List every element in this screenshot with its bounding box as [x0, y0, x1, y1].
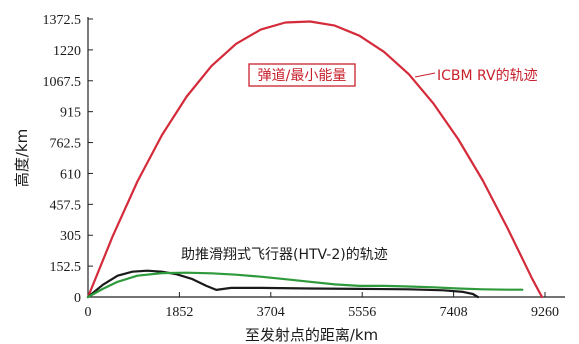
y-tick-label: 0: [74, 291, 81, 306]
annotation-htv2: 助推滑翔式飞行器(HTV-2)的轨迹: [181, 246, 388, 263]
x-tick-label: 7408: [440, 305, 468, 320]
y-tick-label: 457.5: [50, 198, 82, 213]
x-tick-label: 0: [85, 305, 92, 320]
series-line-1: [86, 269, 479, 299]
y-axis-label: 高度/km: [13, 129, 31, 187]
labels-layer: 高度/km 至发射点的距离/km 弹道/最小能量 ICBM RV的轨迹 助推滑翔…: [13, 63, 538, 344]
y-tick-label: 1067.5: [43, 75, 82, 90]
x-tick-label: 9260: [531, 305, 559, 320]
y-tick-label: 305: [60, 229, 81, 244]
x-tick-label: 5556: [348, 305, 376, 320]
annotation-box-ballistic: [248, 63, 356, 87]
annotation-icbm-leader-line: [414, 72, 436, 78]
series-line-0: [86, 20, 544, 299]
annotation-icbm-rv: ICBM RV的轨迹: [437, 68, 538, 84]
x-tick-label: 3704: [257, 305, 285, 320]
y-tick-label: 1372.5: [43, 13, 82, 28]
annotation-ballistic-min-energy: 弹道/最小能量: [258, 68, 347, 84]
axes-layer: 0 152.5 305 457.5 610 762.5 915 1067.5 1220 1372.…: [43, 13, 565, 320]
y-tick-label: 915: [60, 106, 81, 121]
y-tick-label: 1220: [53, 44, 81, 59]
y-tick-label: 610: [60, 167, 81, 182]
x-axis-label: 至发射点的距离/km: [245, 326, 378, 344]
series-line-2: [86, 271, 524, 299]
y-tick-label: 152.5: [50, 260, 82, 275]
y-tick-label: 762.5: [50, 137, 82, 152]
x-tick-label: 1852: [165, 305, 193, 320]
series-layer: [86, 20, 544, 299]
